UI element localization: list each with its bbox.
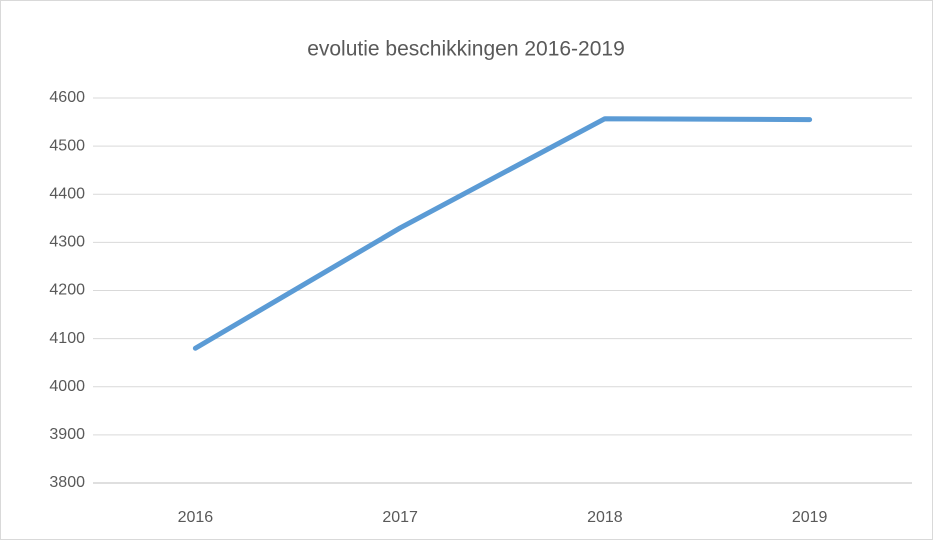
- line: [192, 116, 813, 351]
- x-tick-label: 2017: [382, 509, 418, 526]
- y-tick-label: 4200: [49, 282, 85, 299]
- chart-title: evolutie beschikkingen 2016-2019: [307, 38, 625, 61]
- y-tick-label: 3900: [49, 426, 85, 443]
- y-tick-label: 4000: [49, 378, 85, 395]
- y-tick-label: 4300: [49, 234, 85, 251]
- y-tick-label: 4100: [49, 330, 85, 347]
- x-tick-label: 2018: [587, 509, 623, 526]
- y-tick-label: 3800: [49, 474, 85, 491]
- x-tick-label: 2019: [792, 509, 828, 526]
- x-tick-label: 2016: [178, 509, 214, 526]
- y-tick-label: 4500: [49, 137, 85, 154]
- y-tick-label: 4600: [49, 89, 85, 106]
- y-tick-label: 4400: [49, 185, 85, 202]
